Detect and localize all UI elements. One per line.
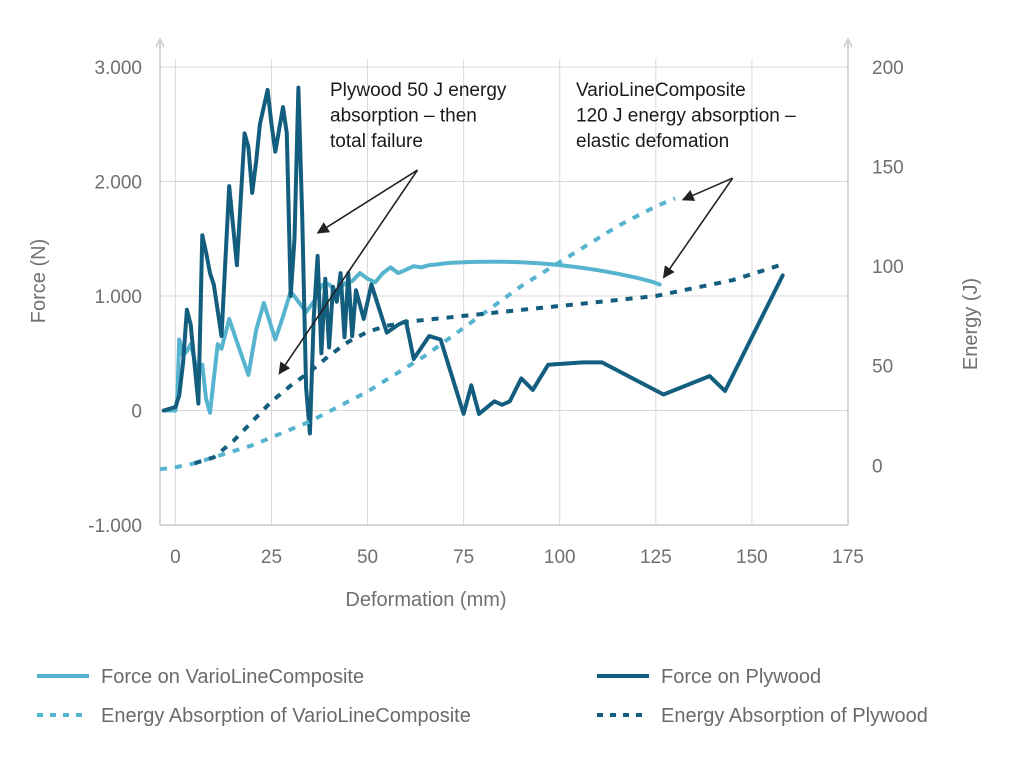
annotation-text-line: Plywood 50 J energy: [330, 80, 507, 101]
annotation-arrow: [316, 169, 418, 234]
x-tick-label: 50: [357, 547, 378, 568]
x-tick-label: 125: [640, 547, 672, 568]
annotation-arrow: [278, 169, 419, 375]
annotation-arrow: [662, 177, 734, 279]
y-left-tick-label: 2.000: [94, 173, 142, 194]
y-left-tick-label: 1.000: [94, 287, 142, 308]
y-right-tick-label: 0: [872, 456, 883, 477]
x-tick-label: 0: [170, 547, 181, 568]
series-line-energy-absorption-of-plywood: [194, 262, 784, 466]
y-left-tick-label: -1.000: [88, 516, 142, 537]
y-right-tick-label: 50: [872, 357, 893, 378]
y-right-tick-label: 200: [872, 58, 904, 79]
x-tick-label: 75: [453, 547, 474, 568]
legend-label: Force on Plywood: [661, 666, 821, 688]
x-tick-label: 175: [832, 547, 864, 568]
y-right-axis-arrow-icon: [843, 37, 853, 48]
legend-label: Energy Absorption of VarioLineComposite: [101, 705, 471, 727]
y-right-axis-title: Energy (J): [960, 278, 982, 370]
x-tick-label: 150: [736, 547, 768, 568]
y-right-tick-label: 100: [872, 257, 904, 278]
annotation-text-line: 120 J energy absorption –: [576, 106, 796, 127]
y-left-tick-label: 0: [131, 402, 142, 423]
annotation-text-line: absorption – then: [330, 106, 477, 127]
y-left-axis-arrow-icon: [155, 37, 165, 48]
x-tick-label: 100: [544, 547, 576, 568]
annotation-text-line: total failure: [330, 131, 423, 152]
y-left-axis-title: Force (N): [28, 239, 50, 323]
y-right-tick-label: 150: [872, 158, 904, 179]
annotation-arrow: [681, 177, 734, 201]
annotation-text-line: elastic defomation: [576, 131, 729, 152]
x-tick-label: 25: [261, 547, 282, 568]
series-line-force-on-plywood: [161, 85, 785, 436]
y-left-tick-label: 3.000: [94, 58, 142, 79]
legend-label: Energy Absorption of Plywood: [661, 705, 928, 727]
annotation-text-line: VarioLineComposite: [576, 80, 746, 101]
series-line-force-on-variolinecomposite: [161, 259, 662, 415]
x-axis-title: Deformation (mm): [345, 589, 506, 611]
legend-label: Force on VarioLineComposite: [101, 666, 364, 688]
